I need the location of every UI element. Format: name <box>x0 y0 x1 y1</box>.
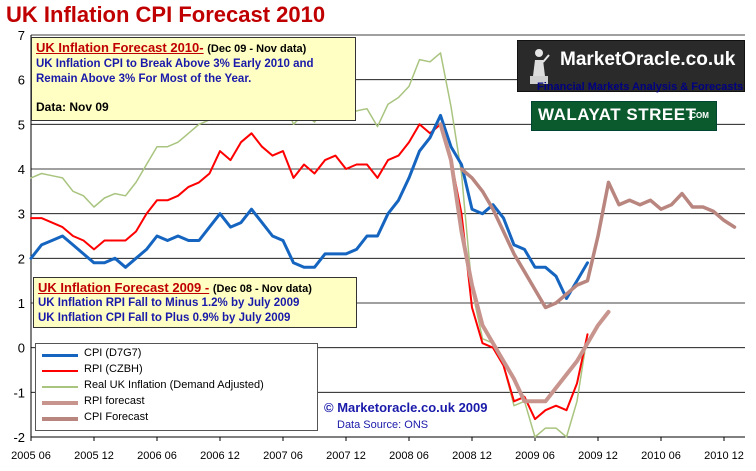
copyright-text: © Marketoracle.co.uk 2009 <box>324 400 488 415</box>
data-source-text: Data Source: ONS <box>337 419 429 431</box>
legend-label-rpi-forecast: RPI forecast <box>84 395 145 407</box>
y-tick-label: 4 <box>18 162 25 177</box>
y-tick-label: 6 <box>18 73 25 88</box>
x-tick-label: 2010 12 <box>704 450 744 462</box>
y-tick-label: 2 <box>18 251 25 266</box>
series-line-rpi-forecast <box>438 122 611 404</box>
legend-swatch-rpi-forecast <box>42 401 78 405</box>
forecast-2009-heading: UK Inflation Forecast 2009 - (Dec 08 - N… <box>38 280 312 295</box>
x-tick-label: 2008 06 <box>389 450 429 462</box>
walayat-street-logo-suffix: .COM <box>688 111 709 120</box>
marketoracle-logo: MarketOracle.co.uk <box>517 40 745 92</box>
legend-swatch-rpi <box>42 370 78 372</box>
y-tick-label: 7 <box>18 28 25 43</box>
data-date-label: Data: Nov 09 <box>36 100 109 114</box>
x-tick-label: 2007 06 <box>263 450 303 462</box>
walayat-street-logo-text: WALAYAT STREET <box>538 105 697 124</box>
y-tick-label: 0 <box>18 341 25 356</box>
forecast-2009-note: UK Inflation Forecast 2009 - (Dec 08 - N… <box>33 277 357 328</box>
legend-item-cpi-forecast: CPI Forecast <box>42 411 312 427</box>
marketoracle-logo-text: MarketOracle.co.uk <box>560 49 736 70</box>
x-tick-label: 2010 06 <box>641 450 681 462</box>
series-line-cpi-d7g7 <box>29 113 589 300</box>
forecast-2009-heading-text: UK Inflation Forecast 2009 - <box>38 280 210 295</box>
forecast-2010-note: UK Inflation Forecast 2010- (Dec 09 - No… <box>31 37 356 121</box>
y-tick-label: 5 <box>18 117 25 132</box>
y-tick-label: 3 <box>18 207 25 222</box>
series-line-rpi-czbh <box>30 123 589 421</box>
x-tick-label: 2006 12 <box>200 450 240 462</box>
x-tick-label: 2008 12 <box>452 450 492 462</box>
forecast-2010-heading-suffix: (Dec 09 - Nov data) <box>207 43 307 55</box>
x-tick-label: 2005 06 <box>11 450 51 462</box>
legend-label-rpi: RPI (CZBH) <box>84 363 143 375</box>
marketoracle-tagline: Financial Markets Analysis & Forecasts <box>537 81 744 93</box>
x-tick-label: 2007 12 <box>326 450 366 462</box>
legend-label-cpi: CPI (D7G7) <box>84 347 142 359</box>
x-tick-labels: 2005 06 2005 12 2006 06 2006 12 2007 06 2007 … <box>11 450 744 462</box>
forecast-2010-line1: UK Inflation CPI to Break Above 3% Early… <box>36 58 314 70</box>
forecast-2010-heading: UK Inflation Forecast 2010- (Dec 09 - No… <box>36 40 306 55</box>
statue-icon <box>530 49 550 84</box>
y-tick-label: -2 <box>13 430 25 445</box>
legend-swatch-cpi <box>42 354 78 357</box>
legend-label-real: Real UK Inflation (Demand Adjusted) <box>84 379 264 391</box>
forecast-2009-line1: UK Inflation RPI Fall to Minus 1.2% by J… <box>38 297 300 309</box>
chart-legend: CPI (D7G7) RPI (CZBH) Real UK Inflation … <box>35 343 318 431</box>
walayat-street-logo: WALAYAT STREET .COM <box>531 101 717 131</box>
y-tick-label: -1 <box>13 385 25 400</box>
legend-item-real: Real UK Inflation (Demand Adjusted) <box>42 379 312 395</box>
legend-item-cpi: CPI (D7G7) <box>42 347 312 363</box>
x-tick-label: 2009 06 <box>515 450 555 462</box>
forecast-2009-line2: UK Inflation CPI Fall to Plus 0.9% by Ju… <box>38 312 291 324</box>
series-line-cpi-forecast <box>459 167 737 310</box>
legend-item-rpi-forecast: RPI forecast <box>42 395 312 411</box>
forecast-2010-line2: Remain Above 3% For Most of the Year. <box>36 73 252 85</box>
legend-label-cpi-forecast: CPI Forecast <box>84 411 149 423</box>
legend-item-rpi: RPI (CZBH) <box>42 363 312 379</box>
y-tick-label: 1 <box>18 296 25 311</box>
legend-swatch-real <box>42 386 78 388</box>
chart-title: UK Inflation CPI Forecast 2010 <box>6 2 326 27</box>
forecast-2010-heading-text: UK Inflation Forecast 2010- <box>36 40 204 55</box>
y-tick-labels: -2 -1 0 1 2 3 4 5 6 7 <box>13 28 25 445</box>
x-tick-label: 2006 06 <box>137 450 177 462</box>
forecast-2009-heading-suffix: (Dec 08 - Nov data) <box>212 283 312 295</box>
legend-swatch-cpi-forecast <box>42 417 78 421</box>
x-tick-label: 2009 12 <box>578 450 618 462</box>
x-tick-label: 2005 12 <box>74 450 114 462</box>
